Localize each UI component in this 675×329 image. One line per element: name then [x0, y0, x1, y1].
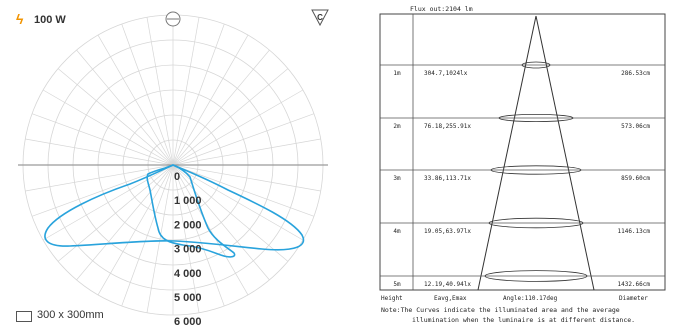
polar-grid-spoke [172, 113, 315, 166]
polar-grid-spoke [42, 164, 174, 241]
polar-grid-spoke [25, 164, 174, 192]
footer-values: Eavg,Emax [434, 295, 467, 302]
polar-grid-spoke [172, 23, 225, 166]
intensity-curve-c90 [146, 164, 236, 258]
footer-angle: Angle:110.17deg [503, 295, 558, 302]
row-diameter: 1432.66cm [617, 281, 650, 288]
polar-grid-spoke [146, 17, 174, 166]
polar-grid-spoke [76, 49, 174, 166]
cone-frame [379, 13, 666, 291]
row-diameter: 859.60cm [621, 175, 650, 182]
polar-grid-spoke [172, 164, 321, 192]
row-diameter: 573.06cm [621, 123, 650, 130]
polar-grid-spoke [172, 164, 289, 262]
lightning-icon: ϟ [16, 11, 24, 27]
radial-label: 5 000 [174, 292, 202, 304]
polar-grid-spoke [97, 164, 174, 296]
illuminated-area-ellipse [484, 270, 588, 282]
row-height: 2m [393, 123, 401, 130]
row-illuminance: 76.18,255.91x [424, 123, 471, 130]
polar-grid-spoke [57, 68, 174, 166]
row-diameter: 1146.13cm [617, 228, 650, 235]
illuminated-area-ellipse [521, 61, 551, 69]
scale-square-icon [16, 311, 32, 322]
polar-grid-spoke [172, 164, 304, 241]
polar-grid-spoke [172, 164, 249, 296]
polar-grid-spoke [172, 34, 249, 166]
polar-grid-spoke [121, 23, 174, 166]
polar-grid-spoke [172, 89, 304, 166]
polar-grid-spoke [172, 68, 289, 166]
polar-grid-spoke [172, 164, 225, 307]
row-height: 4m [393, 228, 401, 235]
row-illuminance: 304.7,1024lx [424, 70, 468, 77]
row-illuminance: 19.05,63.97lx [424, 228, 471, 235]
radial-label: 3 000 [174, 244, 202, 256]
row-height: 3m [393, 175, 401, 182]
radial-label: 1 000 [174, 195, 202, 207]
polar-grid-spoke [172, 164, 270, 281]
illuminated-area-ellipse [498, 114, 574, 123]
radial-label: 0 [174, 171, 180, 183]
polar-grid-spoke [31, 113, 174, 166]
polar-grid-spoke [121, 164, 174, 307]
c-plane-icon [311, 9, 329, 27]
cone-right-edge [535, 15, 595, 291]
power-label: 100 W [34, 14, 66, 26]
polar-grid-spoke [97, 34, 174, 166]
scale-label: 300 x 300mm [37, 309, 104, 321]
radial-label: 4 000 [174, 268, 202, 280]
footer-diameter: Diameter [619, 295, 648, 302]
illuminated-area-ellipse [490, 165, 582, 175]
c-plane-label: C [317, 13, 323, 22]
row-illuminance: 12.19,40.94lx [424, 281, 471, 288]
polar-grid-spoke [172, 49, 270, 166]
intensity-curve-c0 [44, 164, 305, 251]
polar-grid-spoke [146, 164, 174, 313]
polar-grid-spoke [25, 138, 174, 166]
radial-label: 2 000 [174, 219, 202, 231]
row-height: 1m [393, 70, 401, 77]
note-line-1: Note:The Curves indicate the illuminated… [381, 306, 620, 314]
polar-grid-spoke [42, 89, 174, 166]
illuminated-area-ellipse [488, 217, 584, 229]
polar-grid-spoke [172, 17, 200, 166]
radial-label: 6 000 [174, 316, 202, 328]
flux-label: Flux out:2104 lm [410, 5, 473, 13]
cone-left-edge [477, 15, 537, 291]
polar-diagram: C 0 1 000 2 000 3 000 4 000 5 000 6 000 [18, 9, 329, 328]
row-illuminance: 33.86,113.71x [424, 175, 471, 182]
row-diameter: 286.53cm [621, 70, 650, 77]
note-line-2: illumination when the luminaire is at di… [412, 316, 635, 324]
footer-height: Height [381, 295, 403, 302]
polar-grid-spoke [172, 164, 200, 313]
polar-grid-spoke [172, 138, 321, 166]
polar-grid-spoke [172, 164, 315, 217]
row-height: 5m [393, 281, 401, 288]
polar-grid-spoke [76, 164, 174, 281]
